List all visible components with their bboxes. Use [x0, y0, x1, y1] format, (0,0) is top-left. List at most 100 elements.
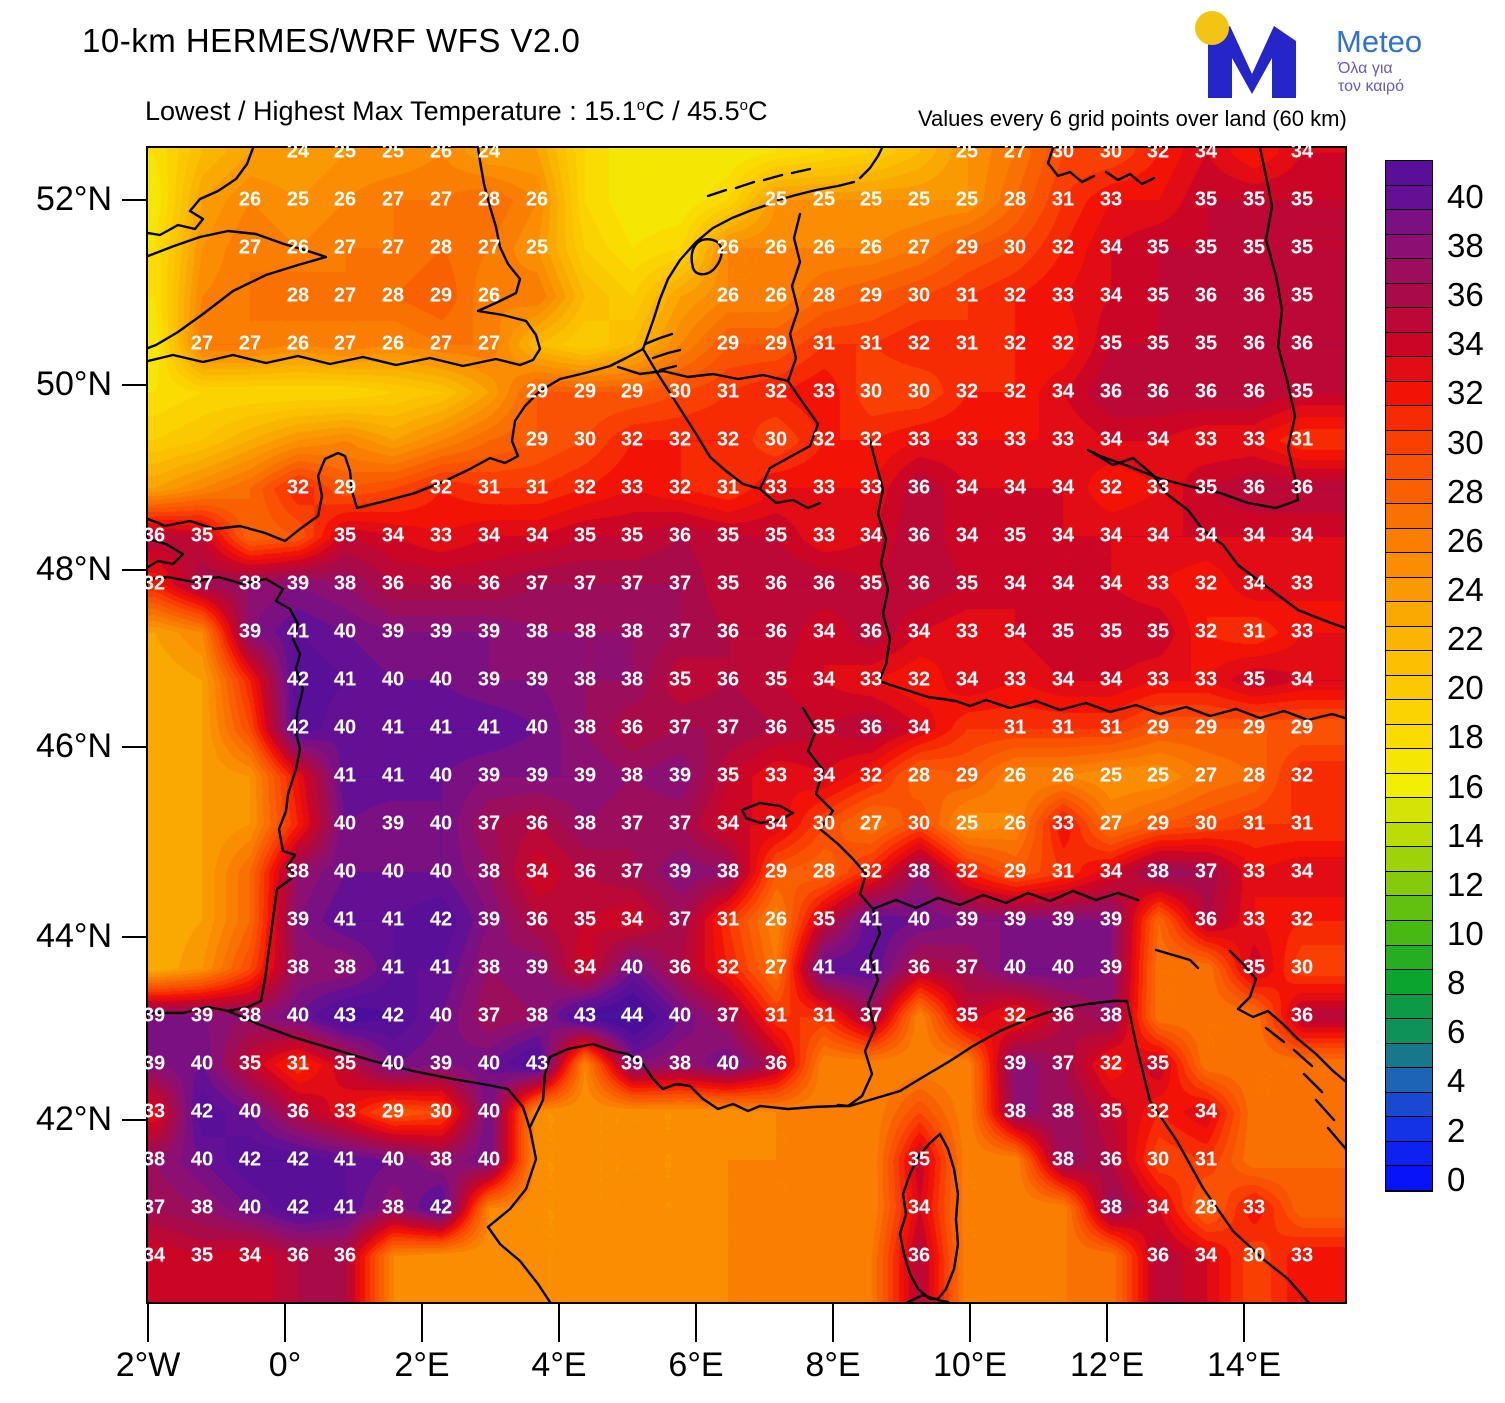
- grid-value: 30: [907, 812, 931, 835]
- grid-value: 31: [716, 908, 740, 931]
- grid-value: 39: [668, 764, 692, 787]
- grid-value: 33: [1146, 668, 1170, 691]
- grid-value: 36: [620, 716, 644, 739]
- grid-value: 29: [1194, 716, 1218, 739]
- grid-value: 39: [142, 1052, 166, 1075]
- grid-value: 39: [1051, 908, 1075, 931]
- grid-value: 29: [381, 1100, 405, 1123]
- grid-value: 31: [1194, 1148, 1218, 1171]
- lat-tick-mark: [122, 936, 146, 938]
- grid-value: 40: [429, 812, 453, 835]
- grid-value: 40: [429, 860, 453, 883]
- grid-value: 42: [286, 1196, 310, 1219]
- grid-value: 28: [381, 284, 405, 307]
- grid-points-note: Values every 6 grid points over land (60…: [918, 106, 1347, 131]
- grid-value: 29: [429, 284, 453, 307]
- grid-value: 36: [1146, 380, 1170, 403]
- grid-value: 39: [286, 572, 310, 595]
- grid-value: 41: [812, 956, 836, 979]
- lat-tick-label: 48°N: [36, 550, 112, 588]
- colorbar-cell: [1386, 700, 1432, 725]
- lon-tick-mark: [1243, 1302, 1245, 1342]
- lon-tick-mark: [558, 1302, 560, 1342]
- grid-value: 33: [1290, 1244, 1314, 1267]
- colorbar-tick-label: 2: [1447, 1111, 1466, 1149]
- lon-tick-label: 14°E: [1206, 1346, 1282, 1384]
- grid-value: 40: [477, 1148, 501, 1171]
- grid-value: 38: [716, 860, 740, 883]
- grid-value: 37: [1194, 860, 1218, 883]
- grid-value: 26: [1003, 812, 1027, 835]
- grid-value: 36: [477, 572, 501, 595]
- grid-value: 36: [907, 524, 931, 547]
- grid-value: 34: [1194, 140, 1218, 163]
- grid-value: 27: [907, 236, 931, 259]
- grid-value: 39: [1099, 956, 1123, 979]
- grid-value: 29: [525, 380, 549, 403]
- colorbar-cell: [1386, 945, 1432, 971]
- grid-value: 32: [668, 428, 692, 451]
- grid-value: 32: [286, 476, 310, 499]
- grid-value: 41: [286, 620, 310, 643]
- grid-value: 29: [620, 380, 644, 403]
- grid-value: 41: [333, 1196, 357, 1219]
- grid-value: 28: [907, 764, 931, 787]
- grid-value: 41: [429, 956, 453, 979]
- colorbar-cell: [1386, 773, 1432, 799]
- grid-value: 38: [573, 812, 597, 835]
- grid-value: 26: [812, 236, 836, 259]
- grid-value: 39: [620, 1052, 644, 1075]
- grid-value: 39: [1003, 908, 1027, 931]
- grid-value: 35: [333, 1052, 357, 1075]
- grid-value: 36: [907, 956, 931, 979]
- grid-value: 33: [1051, 428, 1075, 451]
- colorbar-cell: [1386, 455, 1432, 480]
- degree-symbol-2: o: [739, 97, 748, 114]
- colorbar-cell: [1386, 577, 1432, 603]
- colorbar-tick-label: 26: [1447, 521, 1484, 559]
- grid-value: 34: [1290, 140, 1314, 163]
- grid-value: 36: [764, 716, 788, 739]
- grid-value: 37: [190, 572, 214, 595]
- grid-value: 31: [716, 380, 740, 403]
- grid-value: 36: [1242, 476, 1266, 499]
- grid-value: 36: [907, 572, 931, 595]
- grid-value: 35: [1194, 476, 1218, 499]
- colorbar-cell: [1386, 479, 1432, 505]
- grid-value: 35: [812, 908, 836, 931]
- grid-value: 30: [1003, 236, 1027, 259]
- grid-value: 38: [286, 860, 310, 883]
- grid-value: 35: [716, 764, 740, 787]
- grid-value: 28: [477, 188, 501, 211]
- grid-value: 32: [859, 764, 883, 787]
- grid-value: 36: [907, 1244, 931, 1267]
- grid-value: 42: [381, 1004, 405, 1027]
- grid-value: 38: [429, 1148, 453, 1171]
- grid-value: 34: [1099, 524, 1123, 547]
- grid-value: 42: [429, 1196, 453, 1219]
- grid-value: 42: [238, 1148, 262, 1171]
- lon-tick-mark: [832, 1302, 834, 1342]
- grid-value: 37: [573, 572, 597, 595]
- grid-value: 33: [1051, 812, 1075, 835]
- grid-value: 42: [429, 908, 453, 931]
- colorbar-cell: [1386, 308, 1432, 333]
- grid-value: 25: [955, 812, 979, 835]
- grid-value: 34: [1003, 476, 1027, 499]
- grid-value: 38: [668, 1052, 692, 1075]
- lat-tick-mark: [122, 746, 146, 748]
- grid-value: 41: [381, 716, 405, 739]
- grid-value: 32: [620, 428, 644, 451]
- grid-value: 35: [859, 572, 883, 595]
- grid-value: 36: [668, 524, 692, 547]
- grid-value: 37: [716, 1004, 740, 1027]
- grid-value: 38: [333, 956, 357, 979]
- grid-value: 26: [381, 332, 405, 355]
- colorbar-cell: [1386, 381, 1432, 407]
- grid-value: 34: [1003, 572, 1027, 595]
- lat-tick-mark: [122, 384, 146, 386]
- grid-value: 43: [525, 1052, 549, 1075]
- grid-value: 30: [907, 284, 931, 307]
- grid-value: 31: [1242, 812, 1266, 835]
- grid-value: 33: [1242, 860, 1266, 883]
